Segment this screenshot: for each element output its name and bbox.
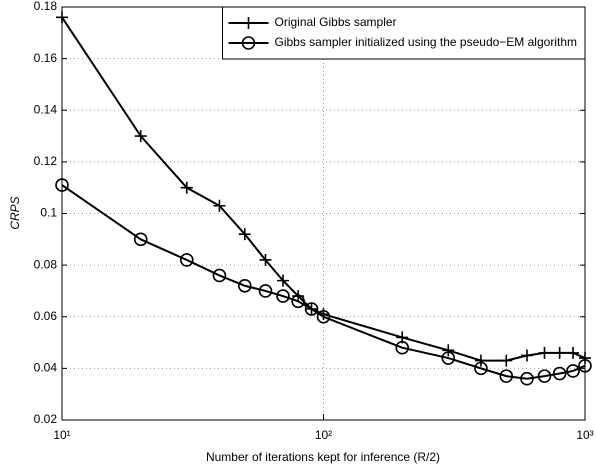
x-axis-label: Number of iterations kept for inference … <box>206 450 440 464</box>
legend-label: Gibbs sampler initialized using the pseu… <box>275 35 578 49</box>
marker <box>237 278 252 293</box>
marker <box>259 253 272 266</box>
legend-marker <box>242 17 255 29</box>
y-tick-label: 0.16 <box>34 51 58 65</box>
series-line <box>61 184 586 380</box>
marker <box>538 346 551 359</box>
marker <box>134 130 147 143</box>
marker <box>258 284 273 298</box>
y-tick-label: 0.06 <box>34 309 58 323</box>
marker <box>179 253 194 267</box>
legend-marker <box>241 36 256 50</box>
legend: Original Gibbs sampler Gibbs sampler init… <box>222 6 586 60</box>
y-tick-label: 0.08 <box>34 257 58 271</box>
y-tick-label: 0.04 <box>34 361 58 375</box>
marker <box>474 361 488 376</box>
y-tick-label: 0.18 <box>34 0 58 13</box>
marker <box>276 274 289 287</box>
marker <box>474 354 487 367</box>
marker <box>552 366 567 381</box>
marker <box>304 302 319 316</box>
marker <box>56 11 68 24</box>
marker <box>180 181 193 194</box>
marker <box>276 289 290 303</box>
x-tick-label: 10³ <box>576 428 593 442</box>
marker <box>520 349 533 362</box>
marker <box>553 346 566 359</box>
marker <box>238 228 251 241</box>
x-tick-label: 10¹ <box>53 428 70 442</box>
marker <box>566 364 580 378</box>
y-tick-label: 0.02 <box>34 412 58 426</box>
y-tick-label: 0.14 <box>34 102 58 116</box>
marker <box>212 268 227 283</box>
marker <box>500 354 513 367</box>
marker <box>578 358 592 373</box>
marker <box>520 371 534 386</box>
marker <box>133 232 148 247</box>
marker <box>291 294 305 309</box>
marker <box>579 352 591 365</box>
marker <box>441 351 456 365</box>
legend-box <box>222 6 586 60</box>
marker <box>316 309 331 324</box>
y-tick-label: 0.12 <box>34 154 58 168</box>
marker <box>499 369 514 383</box>
y-tick-label: 0.1 <box>40 206 57 220</box>
legend-label: Original Gibbs sampler <box>275 15 397 29</box>
marker <box>55 178 69 192</box>
x-tick-label: 10² <box>315 428 332 442</box>
marker <box>395 340 410 355</box>
marker <box>537 369 552 383</box>
marker <box>213 199 226 212</box>
marker <box>567 346 580 359</box>
marker <box>442 344 455 357</box>
y-axis-label: CRPS <box>8 196 22 229</box>
